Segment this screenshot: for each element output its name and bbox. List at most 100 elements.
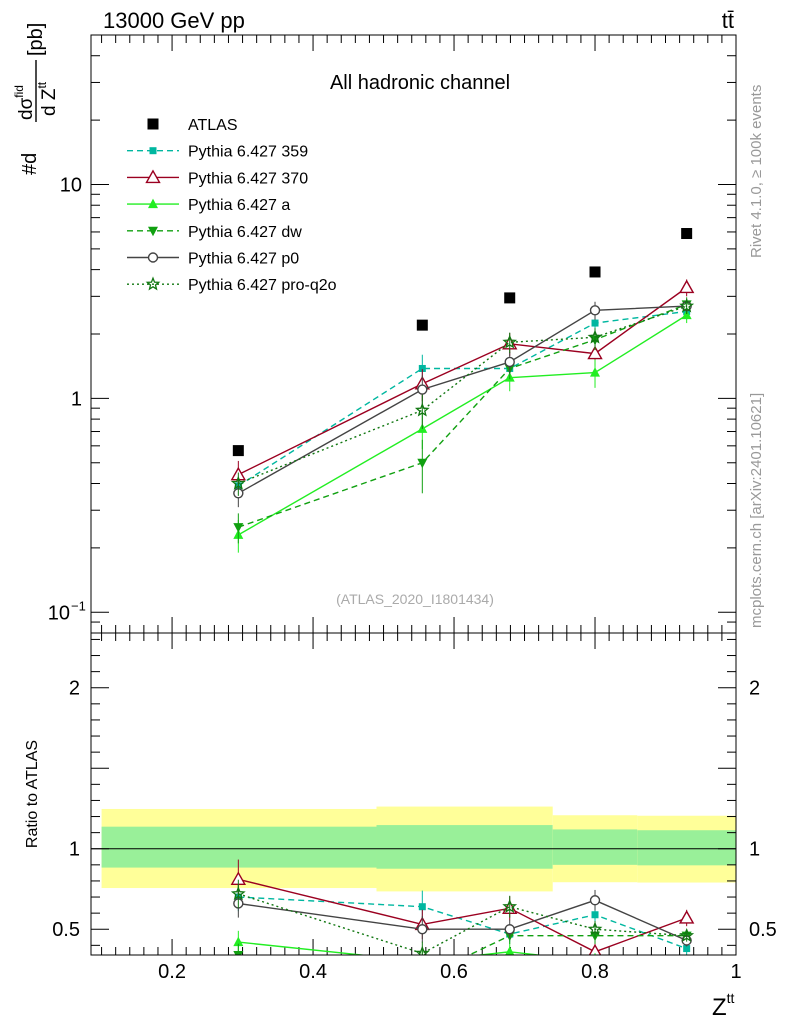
point-pq2o <box>414 402 430 417</box>
point-pp0 <box>504 356 515 368</box>
main-y-tick-label: 10 <box>48 602 70 624</box>
energy-label: 13000 GeV pp <box>103 8 245 33</box>
x-tick-label: 0.8 <box>581 961 609 983</box>
series-p370 <box>230 279 695 491</box>
ratio-y-tick-label-left: 2 <box>69 678 80 700</box>
point-pp0 <box>589 305 601 316</box>
legend-label: Pythia 6.427 p0 <box>188 251 299 268</box>
ratio-y-tick-label-left: 1 <box>69 839 80 861</box>
series-line-pp0 <box>237 305 687 494</box>
ratio-point-p370 <box>678 910 695 924</box>
ratio-point-p359 <box>418 903 426 911</box>
legend-marker <box>149 147 157 155</box>
point-p370 <box>678 279 695 294</box>
ratio-y-tick-label-right: 0.5 <box>749 919 777 941</box>
ratio-point-pa <box>505 946 515 955</box>
x-tick-label: 0.6 <box>440 961 468 983</box>
point-atlas <box>416 319 428 331</box>
series-line-p359 <box>237 310 687 487</box>
main-panel: All hadronic channel (ATLAS_2020_I180143… <box>12 23 737 634</box>
series-line-pa <box>237 314 688 536</box>
ratio-y-tick-label-right: 1 <box>749 839 760 861</box>
ratio-point-pdw <box>233 951 244 955</box>
point-pdw <box>233 523 244 533</box>
point-pq2o <box>230 475 246 490</box>
main-y-tick-label: 1 <box>71 388 82 410</box>
main-y-tick-label-exponent: −1 <box>71 598 86 613</box>
point-p359 <box>591 319 599 327</box>
svg-text:#d: #d <box>19 153 41 175</box>
point-pq2o <box>679 298 695 313</box>
ratio-point-p359 <box>591 911 599 919</box>
legend-item-pa: Pythia 6.427 a <box>127 197 290 214</box>
legend-item-p359: Pythia 6.427 359 <box>127 144 308 161</box>
ratio-line-pa <box>238 941 545 955</box>
legend-item-pq2o: Pythia 6.427 pro-q2o <box>127 276 337 294</box>
point-pa <box>590 367 601 377</box>
point-pp0 <box>417 384 428 395</box>
ratio-point-pdw <box>417 974 427 984</box>
main-ylabel: #d dσfid d Ztt [pb] <box>12 23 60 175</box>
ylabel-numerator: dσfid <box>12 85 37 120</box>
ratio-uncertainty-bands <box>91 806 736 892</box>
ratio-point-pq2o <box>679 927 695 942</box>
ylabel-unit: [pb] <box>25 23 47 56</box>
band-inner <box>376 825 553 869</box>
point-atlas <box>232 445 244 457</box>
series-line-pq2o <box>238 305 687 485</box>
legend-item-pp0: Pythia 6.427 p0 <box>127 251 299 268</box>
x-tick-label: 0.2 <box>158 961 186 983</box>
ratio-point-pa <box>417 956 427 966</box>
ratio-y-tick-label-left: 0.5 <box>52 919 80 941</box>
ratio-frame <box>90 632 737 956</box>
rivet-version-label: Rivet 4.1.0, ≥ 100k events <box>748 85 765 258</box>
ratio-point-pp0 <box>589 895 601 906</box>
ylabel-denominator: d Ztt <box>35 81 60 116</box>
legend-marker <box>145 276 161 291</box>
point-pdw <box>417 458 428 469</box>
ratio-point-pp0 <box>504 924 515 935</box>
series-line-p370 <box>237 286 688 476</box>
series-pa <box>233 307 692 553</box>
point-p359 <box>418 364 426 372</box>
ratio-point-pq2o <box>587 921 603 936</box>
legend-item-pdw: Pythia 6.427 dw <box>127 224 302 241</box>
ratio-point-p359 <box>683 945 691 953</box>
ratio-point-p370 <box>588 943 602 955</box>
ratio-point-pa <box>682 956 692 966</box>
point-atlas <box>681 228 693 240</box>
point-pa <box>681 309 692 320</box>
point-pq2o <box>587 329 603 344</box>
series-pq2o <box>230 298 695 496</box>
legend-marker <box>147 252 159 263</box>
ratio-y-tick-label-right: 2 <box>749 678 760 700</box>
point-atlas <box>504 292 516 304</box>
legend-marker <box>148 226 158 237</box>
ratio-line-pq2o <box>238 893 687 955</box>
x-axis-label: Ztt <box>712 990 735 1021</box>
legend-label: ATLAS <box>188 117 238 134</box>
x-tick-label: 1 <box>730 961 741 983</box>
ratio-point-pq2o <box>414 945 430 955</box>
ratio-series-layer <box>230 859 695 984</box>
point-p370 <box>587 345 603 360</box>
ratio-line-pp0 <box>238 899 687 942</box>
legend: ATLAS Pythia 6.427 359 Pythia 6.427 370 Pyt… <box>127 117 337 294</box>
series-p359 <box>234 303 691 499</box>
mcplots-label: mcplots.cern.ch [arXiv:2401.10621] <box>748 393 765 628</box>
ratio-line-p359 <box>238 896 687 950</box>
ylabel-prefix: #d <box>19 153 41 175</box>
band-inner <box>101 826 377 868</box>
legend-label: Pythia 6.427 a <box>188 197 290 214</box>
legend-item-atlas: ATLAS <box>147 117 238 134</box>
series-pp0 <box>233 298 692 508</box>
ratio-point-pq2o <box>230 886 246 901</box>
band-inner <box>637 830 736 866</box>
point-pq2o <box>502 334 518 349</box>
plot-title: All hadronic channel <box>330 72 510 94</box>
legend-label: Pythia 6.427 359 <box>188 144 308 161</box>
ratio-axis-ticks <box>91 633 737 955</box>
legend-marker <box>147 118 159 130</box>
